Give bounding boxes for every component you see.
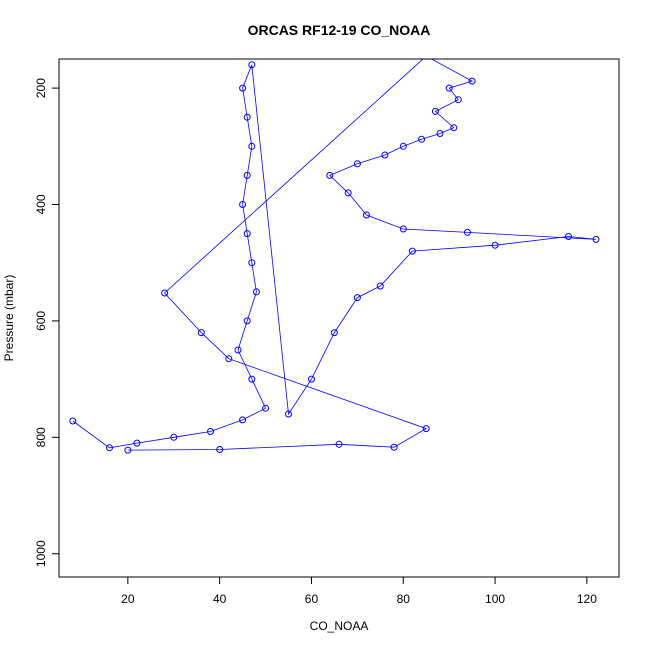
chart-title: ORCAS RF12-19 CO_NOAA xyxy=(248,22,431,38)
data-point xyxy=(418,135,426,143)
data-point xyxy=(468,77,476,85)
data-point xyxy=(243,230,251,238)
x-tick-label: 60 xyxy=(305,592,319,606)
x-axis: 20 40 60 80 100 120 xyxy=(121,576,597,606)
data-point xyxy=(335,440,343,448)
y-tick-label: 800 xyxy=(34,427,48,447)
data-point xyxy=(390,443,398,451)
data-point xyxy=(436,130,444,137)
data-point xyxy=(330,329,338,337)
data-point xyxy=(161,289,169,297)
data-point xyxy=(248,259,256,267)
x-tick-label: 120 xyxy=(577,592,597,606)
data-point xyxy=(464,228,471,236)
data-point xyxy=(234,346,242,354)
data-point xyxy=(308,375,315,383)
data-point xyxy=(592,235,600,243)
data-point xyxy=(445,84,453,92)
data-point xyxy=(106,444,113,452)
data-point xyxy=(239,201,247,208)
data-point xyxy=(243,113,251,121)
data-point xyxy=(353,294,361,302)
data-point xyxy=(239,84,247,92)
data-point xyxy=(454,96,462,104)
y-axis-label: Pressure (mbar) xyxy=(2,275,16,362)
data-point xyxy=(248,375,256,383)
data-point xyxy=(243,171,251,179)
data-point xyxy=(285,410,292,418)
data-point xyxy=(197,329,205,337)
x-tick-label: 20 xyxy=(121,592,135,606)
data-point xyxy=(381,151,389,159)
data-point xyxy=(565,233,572,240)
data-point xyxy=(376,282,384,290)
data-point xyxy=(69,417,77,425)
data-point xyxy=(248,142,256,150)
data-point xyxy=(252,288,260,296)
data-point xyxy=(431,107,439,115)
y-axis: 200 400 600 800 1000 xyxy=(34,78,60,567)
plot-frame xyxy=(58,58,620,578)
data-point xyxy=(424,59,429,60)
data-point xyxy=(353,160,361,168)
data-point xyxy=(225,355,233,363)
x-tick-label: 80 xyxy=(397,592,411,606)
data-point xyxy=(326,171,334,179)
data-point xyxy=(243,317,251,325)
data-point xyxy=(491,241,499,249)
data-point xyxy=(239,416,247,424)
data-point xyxy=(170,433,178,441)
y-tick-label: 1000 xyxy=(34,540,48,567)
data-point xyxy=(408,247,416,255)
data-point xyxy=(124,446,132,454)
x-tick-label: 40 xyxy=(213,592,227,606)
y-tick-label: 200 xyxy=(34,78,48,98)
data-point xyxy=(248,61,256,69)
data-point xyxy=(399,225,407,233)
plot-area xyxy=(69,59,600,454)
data-point xyxy=(207,428,214,435)
data-point xyxy=(450,124,458,132)
data-point xyxy=(133,439,141,447)
y-tick-label: 400 xyxy=(34,194,48,214)
data-point xyxy=(363,211,370,219)
x-axis-label: CO_NOAA xyxy=(310,619,369,633)
y-tick-label: 600 xyxy=(34,311,48,331)
data-point xyxy=(344,189,352,197)
data-point xyxy=(216,446,224,453)
series-line xyxy=(72,59,597,451)
x-tick-label: 100 xyxy=(485,592,505,606)
data-point xyxy=(422,425,430,433)
data-point xyxy=(262,404,270,412)
data-point xyxy=(399,142,407,150)
